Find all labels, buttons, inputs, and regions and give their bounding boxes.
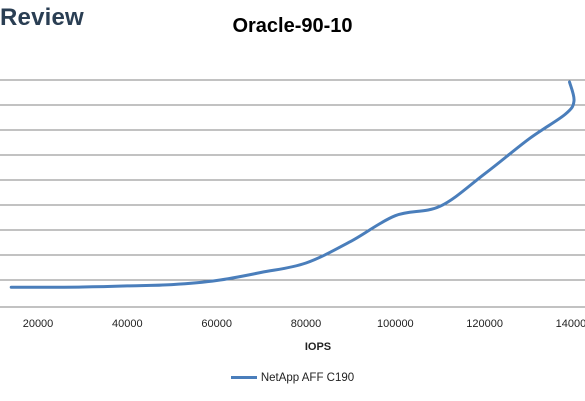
x-tick-label: 40000: [112, 318, 143, 330]
x-tick-label: 60000: [201, 318, 232, 330]
chart-title: Oracle-90-10: [232, 15, 353, 37]
brand-logo-text: Review: [0, 4, 84, 31]
legend-label: NetApp AFF C190: [260, 372, 355, 384]
x-tick-label: 100000: [377, 318, 414, 330]
x-axis-label: IOPS: [305, 341, 331, 353]
chart-legend: NetApp AFF C190: [0, 372, 585, 384]
x-tick-label: 120000: [466, 318, 503, 330]
x-tick-label: 140000: [556, 318, 585, 330]
series-line: [9, 80, 576, 289]
legend-swatch: [230, 376, 257, 380]
x-tick-label: 20000: [23, 318, 54, 330]
x-tick-label: 80000: [291, 318, 322, 330]
